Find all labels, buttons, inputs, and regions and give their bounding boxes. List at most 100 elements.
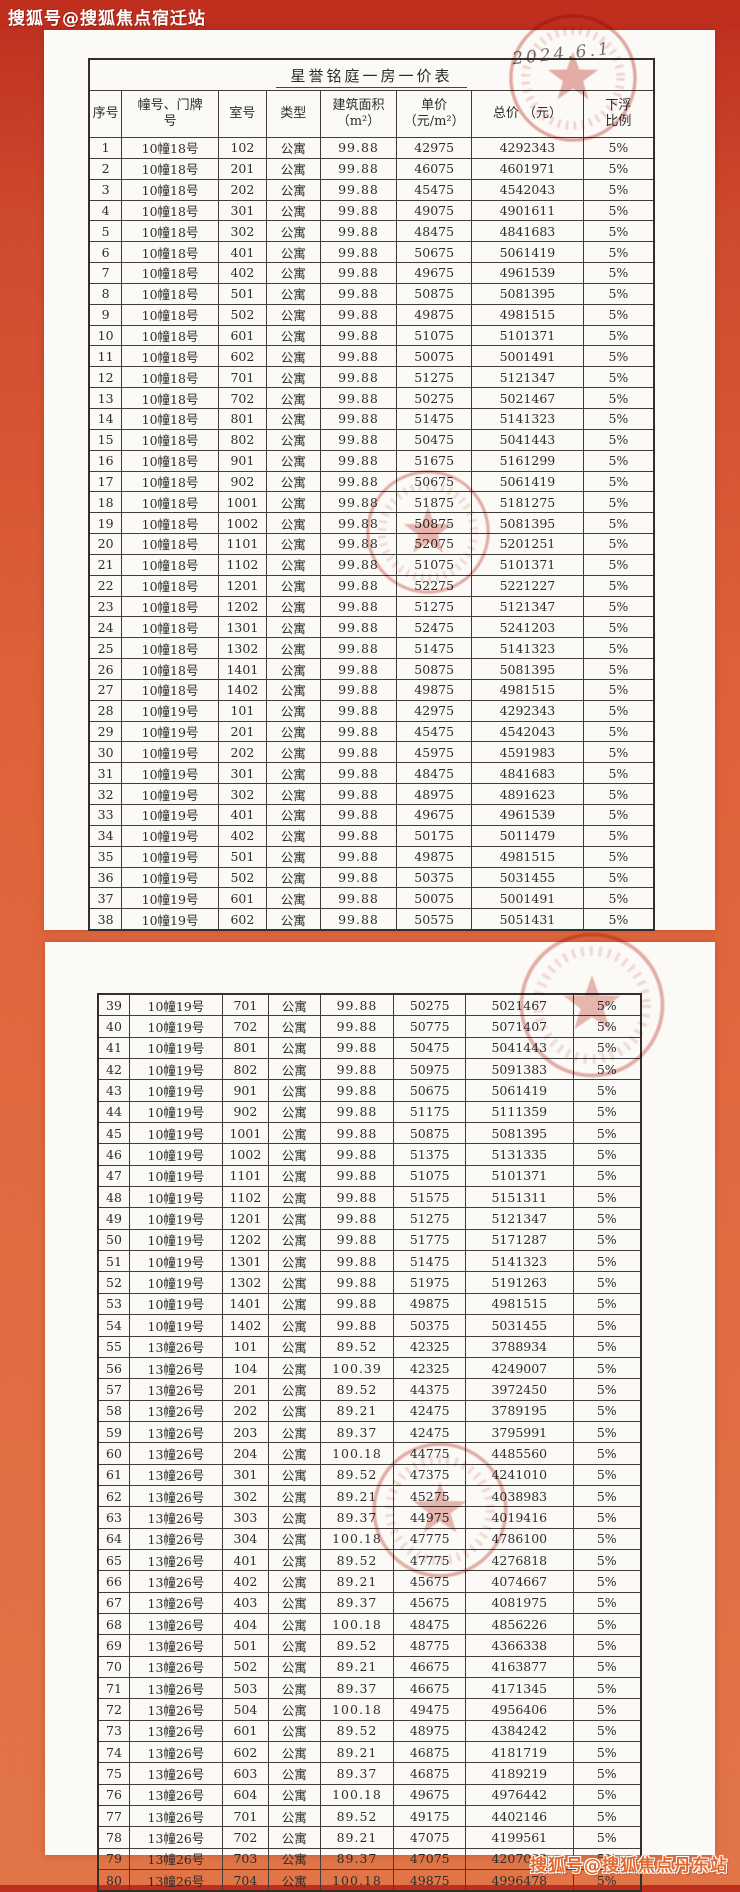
cell-type: 公寓 (267, 1741, 321, 1764)
cell-discount: 5% (572, 1143, 642, 1166)
cell-type: 公寓 (265, 282, 321, 305)
cell-discount: 5% (572, 1100, 642, 1124)
cell-no: 19 (88, 512, 123, 535)
cell-total-price: 4366338 (465, 1634, 574, 1657)
table-row: 41 10幢19号 801 公寓 99.88 50475 5041443 5% (97, 1036, 642, 1060)
cell-type: 公寓 (267, 1570, 321, 1593)
cell-room: 101 (217, 699, 267, 722)
cell-building: 10幢18号 (121, 262, 219, 284)
cell-type: 公寓 (265, 678, 321, 701)
cell-no: 27 (88, 678, 123, 701)
cell-total-price: 4276818 (465, 1548, 574, 1572)
cell-no: 31 (88, 762, 123, 785)
cell-discount: 5% (572, 1399, 642, 1422)
cell-unit-price: 45475 (396, 720, 472, 743)
table-row: 35 10幢19号 501 公寓 99.88 49875 4981515 5% (88, 845, 655, 868)
cell-area: 99.88 (319, 199, 398, 222)
cell-area: 89.52 (319, 1378, 395, 1401)
table-row: 8 10幢18号 501 公寓 99.88 50875 5081395 5% (88, 282, 655, 305)
cell-area: 100.39 (319, 1356, 395, 1380)
cell-discount: 5% (582, 491, 655, 514)
cell-room: 1402 (217, 678, 267, 701)
table-row: 38 10幢19号 602 公寓 99.88 50575 5051431 5% (88, 908, 655, 931)
cell-area: 99.88 (319, 470, 398, 493)
cell-room: 202 (221, 1399, 269, 1422)
cell-discount: 5% (582, 262, 655, 284)
cell-total-price: 4961539 (470, 262, 584, 284)
cell-type: 公寓 (265, 699, 321, 722)
cell-no: 6 (88, 241, 123, 264)
cell-room: 1101 (217, 533, 267, 555)
cell-area: 99.88 (319, 824, 398, 847)
cell-type: 公寓 (265, 866, 321, 889)
table-row: 64 13幢26号 304 公寓 100.18 47775 4786100 5% (97, 1527, 642, 1550)
table-row: 18 10幢18号 1001 公寓 99.88 51875 5181275 5% (88, 491, 655, 514)
cell-discount: 5% (582, 512, 655, 535)
cell-type: 公寓 (267, 1058, 321, 1081)
cell-type: 公寓 (267, 1143, 321, 1166)
cell-unit-price: 51275 (396, 366, 472, 389)
cell-no: 60 (97, 1442, 130, 1465)
cell-building: 13幢26号 (128, 1335, 223, 1358)
table-row: 16 10幢18号 901 公寓 99.88 51675 5161299 5% (88, 449, 655, 472)
cell-no: 42 (97, 1058, 130, 1081)
cell-building: 10幢18号 (121, 637, 219, 660)
table-row: 61 13幢26号 301 公寓 89.52 47375 4241010 5% (97, 1463, 642, 1486)
cell-discount: 5% (572, 1036, 642, 1060)
cell-building: 10幢18号 (121, 157, 219, 180)
cell-discount: 5% (582, 366, 655, 389)
cell-room: 1402 (221, 1314, 269, 1337)
cell-total-price: 5221227 (470, 574, 584, 597)
cell-total-price: 5031455 (470, 866, 584, 889)
cell-room: 203 (221, 1420, 269, 1444)
cell-discount: 5% (582, 157, 655, 180)
table-row: 17 10幢18号 902 公寓 99.88 50675 5061419 5% (88, 470, 655, 493)
cell-type: 公寓 (265, 220, 321, 243)
cell-total-price: 4402146 (465, 1805, 574, 1828)
cell-no: 8 (88, 282, 123, 305)
cell-room: 404 (221, 1612, 269, 1636)
cell-no: 49 (97, 1207, 130, 1230)
table-row: 3 10幢18号 202 公寓 99.88 45475 4542043 5% (88, 178, 655, 201)
cell-no: 47 (97, 1164, 130, 1188)
cell-unit-price: 51475 (396, 637, 472, 660)
cell-total-price: 4199561 (465, 1826, 574, 1849)
cell-total-price: 5141323 (465, 1250, 574, 1273)
cell-no: 14 (88, 407, 123, 430)
cell-type: 公寓 (265, 428, 321, 451)
col-header-no: 序号 (88, 90, 123, 138)
cell-room: 701 (217, 366, 267, 389)
cell-type: 公寓 (265, 449, 321, 472)
cell-unit-price: 47775 (393, 1548, 467, 1572)
cell-total-price: 4591983 (470, 741, 584, 764)
cell-no: 17 (88, 470, 123, 493)
cell-type: 公寓 (265, 804, 321, 826)
cell-area: 89.21 (319, 1741, 395, 1764)
cell-unit-price: 46075 (396, 157, 472, 180)
cell-total-price: 4292343 (470, 699, 584, 722)
cell-room: 301 (217, 762, 267, 785)
cell-room: 102 (217, 137, 267, 159)
cell-unit-price: 51375 (393, 1143, 467, 1166)
cell-room: 502 (221, 1655, 269, 1679)
cell-area: 89.52 (319, 1335, 395, 1358)
cell-unit-price: 50275 (396, 387, 472, 409)
cell-discount: 5% (572, 1079, 642, 1102)
cell-building: 13幢26号 (128, 1570, 223, 1593)
cell-area: 99.88 (319, 533, 398, 555)
cell-discount: 5% (572, 1527, 642, 1550)
cell-building: 10幢18号 (121, 199, 219, 222)
cell-area: 99.88 (319, 366, 398, 389)
table-row: 71 13幢26号 503 公寓 89.37 46675 4171345 5% (97, 1676, 642, 1700)
cell-type: 公寓 (265, 345, 321, 368)
cell-type: 公寓 (267, 1420, 321, 1444)
cell-building: 10幢18号 (121, 366, 219, 389)
cell-room: 901 (221, 1079, 269, 1102)
cell-no: 44 (97, 1100, 130, 1124)
cell-discount: 5% (582, 720, 655, 743)
cell-room: 601 (221, 1719, 269, 1743)
table-row: 26 10幢18号 1401 公寓 99.88 50875 5081395 5% (88, 658, 655, 680)
cell-unit-price: 50875 (396, 658, 472, 680)
cell-total-price: 5181275 (470, 491, 584, 514)
cell-room: 1102 (217, 553, 267, 576)
